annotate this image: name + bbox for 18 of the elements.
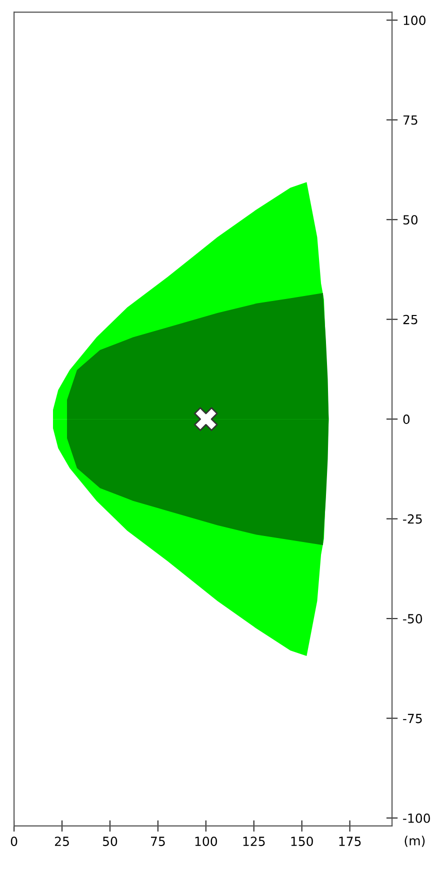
x-tick-label: 50 (102, 836, 118, 846)
y-tick-label: -75 (403, 714, 422, 724)
x-tick-label: 175 (339, 836, 361, 846)
x-tick-label: 125 (243, 836, 265, 846)
y-tick-label: 50 (403, 215, 418, 225)
x-tick-label: 25 (54, 836, 69, 846)
y-tick-label: -100 (403, 813, 430, 823)
y-tick-label: 100 (404, 16, 426, 26)
y-tick-label: -25 (403, 514, 422, 524)
x-tick-label: 100 (195, 836, 218, 846)
y-tick-label: 75 (403, 116, 418, 125)
x-tick-label: 75 (151, 836, 165, 846)
y-tick-label: 0 (403, 414, 410, 424)
x-tick-label: 150 (291, 836, 313, 846)
x-axis-title: (m) (404, 836, 425, 847)
y-tick-label: -50 (403, 614, 422, 624)
y-tick-label: 25 (403, 314, 418, 324)
x-tick-label: 0 (10, 836, 18, 846)
